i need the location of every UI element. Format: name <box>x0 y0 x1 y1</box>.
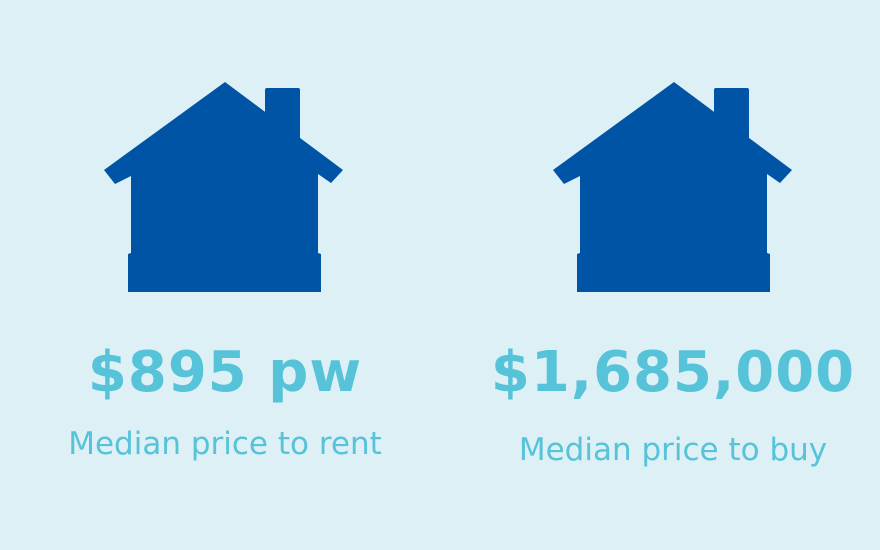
house-icon <box>104 82 343 292</box>
buy-price: $1,685,000 <box>490 340 856 405</box>
house-icon <box>553 82 792 292</box>
buy-label: Median price to buy <box>518 432 828 468</box>
rent-label: Median price to rent <box>68 426 382 462</box>
rent-price: $895 pw <box>87 340 363 405</box>
